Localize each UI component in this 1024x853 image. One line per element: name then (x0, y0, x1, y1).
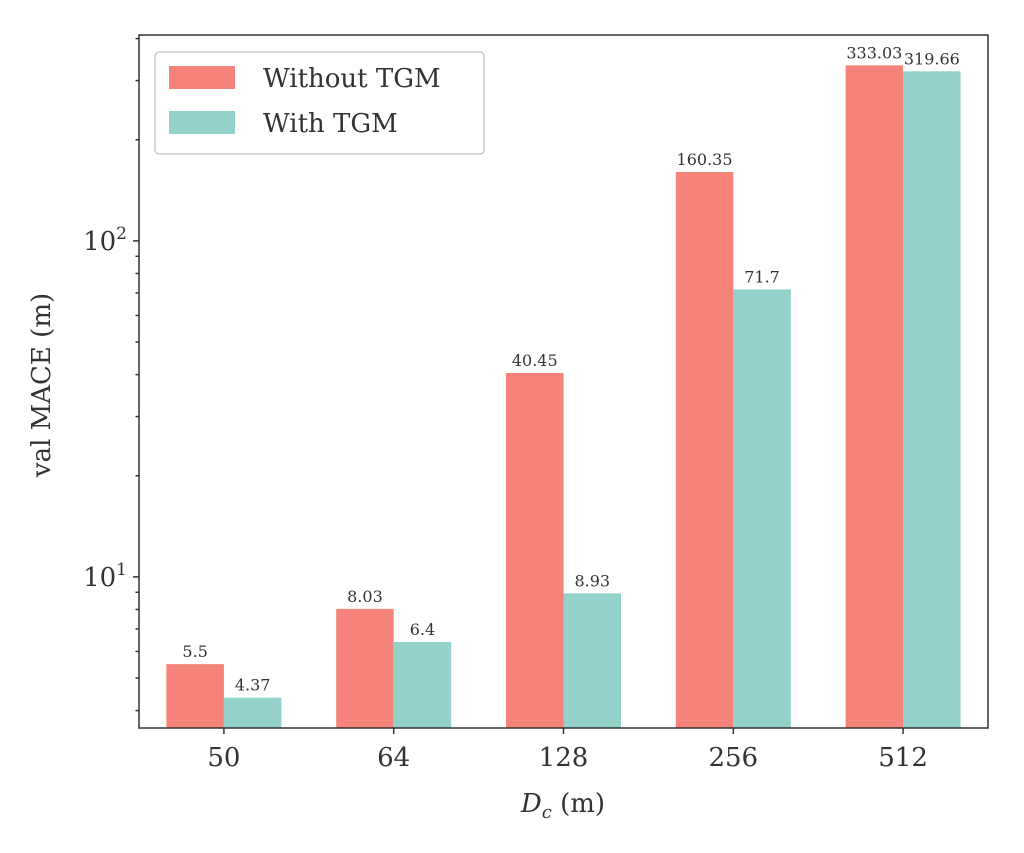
data-label: 4.37 (235, 676, 271, 695)
data-label: 319.66 (904, 49, 960, 68)
legend-swatch (169, 66, 235, 89)
legend-label: With TGM (263, 109, 398, 139)
bar-with-tgm-128 (563, 593, 621, 728)
data-label: 6.4 (410, 620, 435, 639)
bar-without-tgm-64 (336, 608, 394, 728)
y-tick-base: 10 (83, 227, 116, 257)
data-label: 8.93 (574, 571, 610, 590)
data-label: 333.03 (846, 43, 902, 62)
x-tick-label: 50 (207, 743, 240, 773)
data-label: 5.5 (182, 642, 207, 661)
x-axis-label: Dc (m) (520, 789, 605, 823)
bar-with-tgm-50 (223, 697, 282, 728)
data-label: 8.03 (347, 587, 383, 606)
x-tick-label: 512 (878, 743, 928, 773)
legend: Without TGM With TGM (154, 51, 485, 155)
x-tick-label: 64 (377, 743, 410, 773)
legend-frame (154, 51, 485, 155)
bar-with-tgm-256 (733, 289, 791, 728)
bar-with-tgm-512 (903, 71, 961, 728)
y-tick-exponent: 2 (116, 224, 127, 244)
legend-label: Without TGM (263, 64, 441, 94)
x-tick-label: 128 (539, 743, 589, 773)
bar-without-tgm-128 (506, 372, 564, 728)
bar-with-tgm-64 (393, 642, 452, 728)
data-labels-layer: 5.5 4.37 8.03 6.4 40.45 8.93 160.35 71.7 333.03 3… (182, 43, 959, 694)
bar-without-tgm-50 (166, 664, 224, 728)
bar-without-tgm-512 (845, 65, 904, 728)
x-label-subscript: c (542, 802, 552, 823)
data-label: 40.45 (512, 351, 558, 370)
y-tick-base: 10 (83, 563, 116, 593)
bars-layer (166, 65, 961, 728)
y-axis-label: val MACE (m) (27, 293, 57, 478)
legend-swatch (169, 111, 235, 134)
x-label-symbol: D (520, 789, 542, 819)
y-tick-exponent: 1 (116, 560, 127, 580)
bar-without-tgm-256 (675, 171, 734, 728)
data-label: 71.7 (744, 267, 780, 286)
x-axis: 50 64 128 256 512 (207, 728, 928, 773)
x-label-unit: (m) (552, 789, 605, 819)
y-tick-label: 101 (83, 560, 127, 593)
data-label: 160.35 (677, 150, 733, 169)
x-tick-label: 256 (708, 743, 758, 773)
y-tick-label: 102 (83, 224, 127, 257)
